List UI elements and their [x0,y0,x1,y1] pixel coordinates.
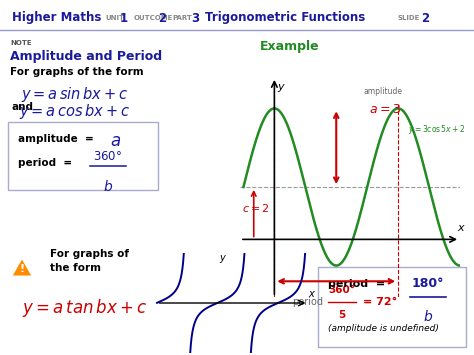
Text: $\mathit{x}$: $\mathit{x}$ [456,223,465,233]
Text: amplitude: amplitude [364,87,403,97]
Text: $b$: $b$ [103,179,113,194]
Text: $y = 3\cos 5x + 2$: $y = 3\cos 5x + 2$ [409,123,466,136]
Text: period  =: period = [18,158,76,168]
Text: $360°$: $360°$ [93,150,123,163]
Text: $y = a\,\mathit{tan}\,bx + c$: $y = a\,\mathit{tan}\,bx + c$ [22,297,147,319]
Text: 2: 2 [158,11,166,24]
Text: 1: 1 [120,11,128,24]
Text: SLIDE: SLIDE [398,15,420,21]
Text: $y = a\,\mathit{sin}\,bx + c$: $y = a\,\mathit{sin}\,bx + c$ [21,85,128,104]
Text: For graphs of
the form: For graphs of the form [50,249,129,273]
Text: $\mathit{a} = 3$: $\mathit{a} = 3$ [369,103,401,116]
Text: $y$: $y$ [219,253,227,265]
Text: = 72°: = 72° [363,297,397,307]
Text: $y = a\,\mathit{cos}\,bx + c$: $y = a\,\mathit{cos}\,bx + c$ [19,102,130,121]
Text: 360°: 360° [328,285,356,295]
Text: !: ! [19,264,25,274]
Text: Amplitude and Period: Amplitude and Period [10,50,162,63]
Text: $y$: $y$ [277,82,286,94]
Text: and: and [12,102,34,112]
FancyBboxPatch shape [318,267,466,347]
Text: PART: PART [172,15,192,21]
Text: NOTE: NOTE [10,40,32,46]
Text: 180°: 180° [412,277,444,290]
Text: For graphs of the form: For graphs of the form [10,67,144,77]
Text: 2: 2 [421,11,429,24]
Text: period: period [292,297,323,307]
Text: amplitude  =: amplitude = [18,134,97,144]
Text: Higher Maths: Higher Maths [12,11,101,24]
Text: UNIT: UNIT [105,15,124,21]
Text: 5: 5 [338,310,346,320]
Text: Example: Example [260,40,319,53]
Text: $\mathit{x}$: $\mathit{x}$ [308,289,316,299]
Text: $a$: $a$ [110,132,121,150]
Text: OUTCOME: OUTCOME [134,15,173,21]
Text: (amplitude is undefined): (amplitude is undefined) [328,324,439,333]
Text: $\mathit{c} = 2$: $\mathit{c} = 2$ [242,202,269,214]
Polygon shape [11,257,33,277]
Text: Trigonometric Functions: Trigonometric Functions [205,11,365,24]
Text: period  =: period = [328,279,389,289]
Text: 3: 3 [191,11,199,24]
Text: $b$: $b$ [423,309,433,324]
FancyBboxPatch shape [8,122,158,190]
